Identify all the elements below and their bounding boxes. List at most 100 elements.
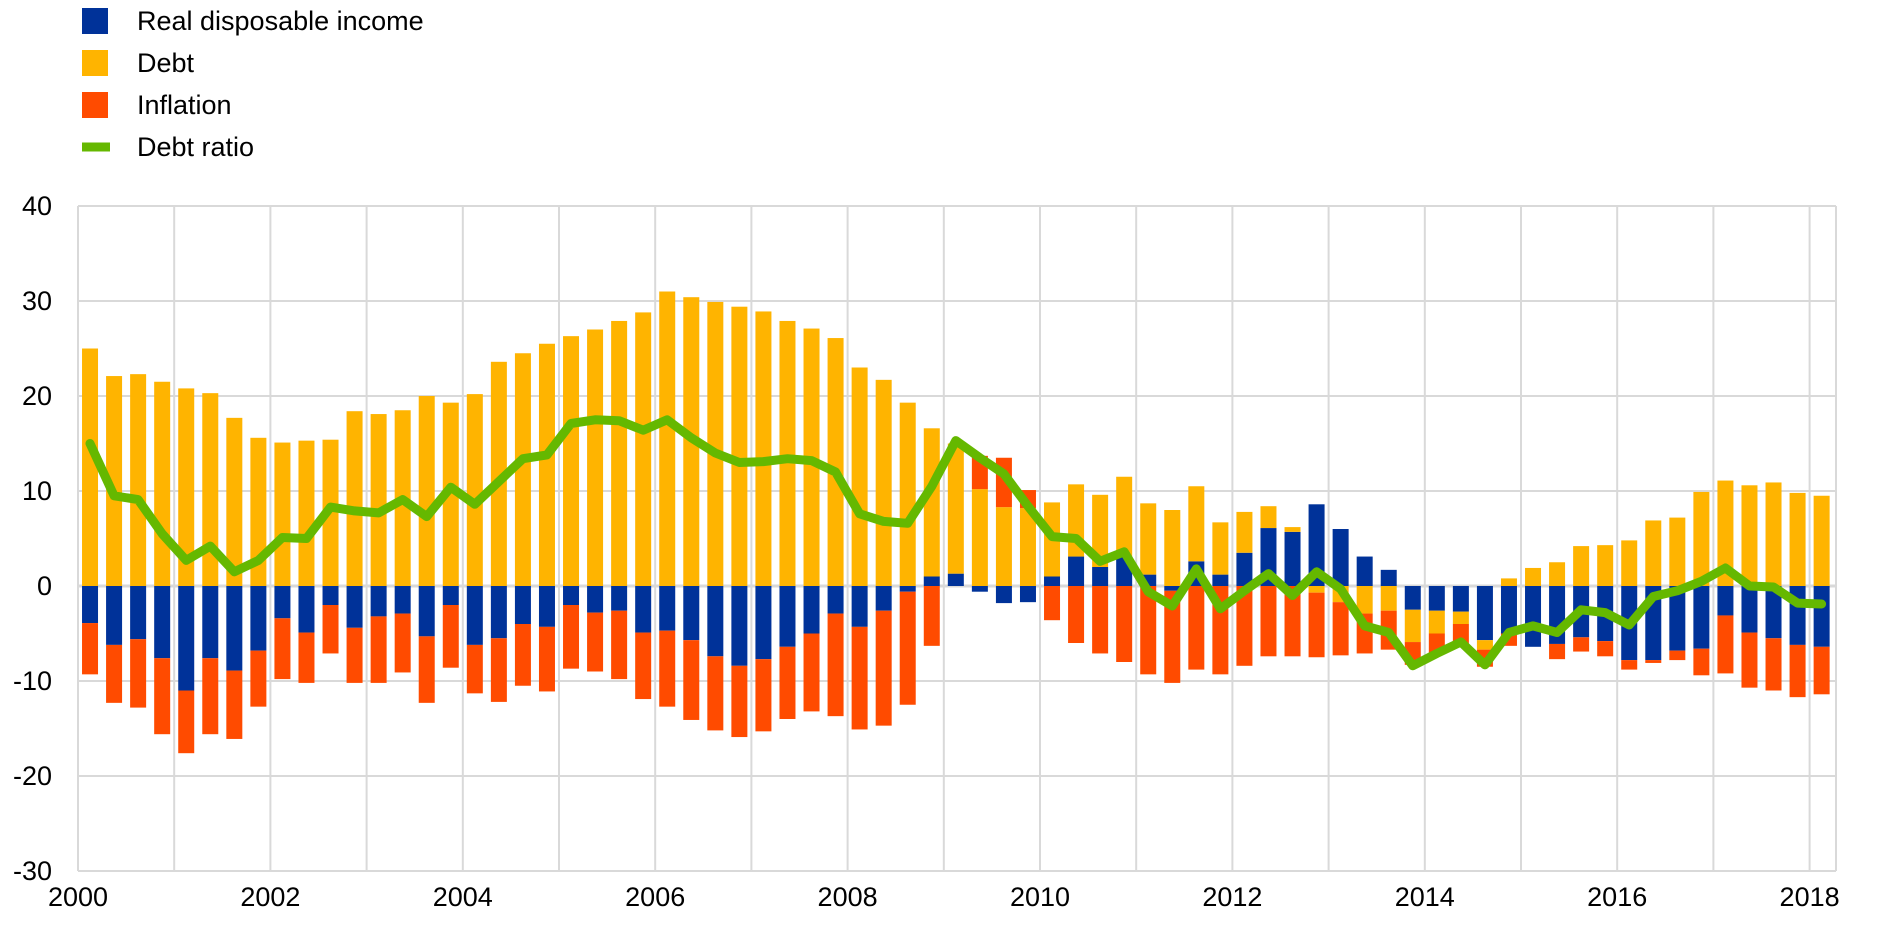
bar-real-disposable-income xyxy=(442,586,459,605)
legend-label: Debt ratio xyxy=(137,132,254,162)
bar-real-disposable-income xyxy=(1693,586,1710,649)
bar-debt xyxy=(1525,567,1542,586)
bar-inflation xyxy=(442,605,459,668)
bar-debt xyxy=(1164,510,1181,586)
bar-real-disposable-income xyxy=(1356,556,1373,586)
bar-real-disposable-income xyxy=(779,586,796,647)
bar-real-disposable-income xyxy=(827,586,844,614)
bar-debt xyxy=(226,417,243,586)
bar-inflation xyxy=(1765,638,1782,691)
bar-real-disposable-income xyxy=(635,586,652,633)
bar-debt xyxy=(250,437,267,586)
bar-debt xyxy=(731,306,748,586)
bar-inflation xyxy=(851,626,868,730)
bar-debt xyxy=(1019,508,1036,586)
bar-real-disposable-income xyxy=(1212,574,1229,586)
legend-label: Real disposable income xyxy=(137,6,424,36)
x-tick-label: 2012 xyxy=(1202,882,1262,912)
bar-inflation xyxy=(250,650,267,707)
bar-real-disposable-income xyxy=(346,586,363,628)
bar-inflation xyxy=(1140,586,1157,675)
bar-inflation xyxy=(514,624,531,686)
bar-debt xyxy=(635,312,652,586)
bar-debt xyxy=(611,320,628,586)
x-tick-label: 2010 xyxy=(1010,882,1070,912)
x-tick-label: 2006 xyxy=(625,882,685,912)
debt-ratio-line xyxy=(85,415,1827,671)
y-tick-label: 20 xyxy=(22,381,52,411)
bar-debt xyxy=(659,291,676,586)
bar-real-disposable-income xyxy=(1452,586,1469,612)
bar-inflation xyxy=(1693,648,1710,676)
bar-inflation xyxy=(1597,641,1614,657)
bar-inflation xyxy=(1260,586,1277,657)
bar-debt xyxy=(1500,578,1517,586)
bar-inflation xyxy=(418,636,435,703)
bar-inflation xyxy=(827,613,844,717)
bar-inflation xyxy=(923,586,940,646)
bar-debt xyxy=(1549,562,1566,586)
bar-debt xyxy=(82,348,99,586)
bar-real-disposable-income xyxy=(394,586,411,614)
bar-debt xyxy=(851,367,868,586)
bar-real-disposable-income xyxy=(274,586,291,619)
bar-real-disposable-income xyxy=(1428,586,1445,611)
bar-inflation xyxy=(1621,660,1638,670)
x-tick-label: 2008 xyxy=(818,882,878,912)
legend-swatch xyxy=(82,50,108,76)
bar-real-disposable-income xyxy=(875,586,892,611)
bar-real-disposable-income xyxy=(995,586,1012,604)
bar-real-disposable-income xyxy=(803,586,820,634)
bar-inflation xyxy=(1549,643,1566,660)
bar-debt xyxy=(538,343,555,586)
bar-real-disposable-income xyxy=(1308,504,1325,586)
bar-real-disposable-income xyxy=(707,586,724,657)
bar-debt xyxy=(346,411,363,586)
bar-real-disposable-income xyxy=(1525,586,1542,647)
bar-inflation xyxy=(1741,632,1758,688)
bar-debt xyxy=(755,311,772,586)
bar-debt xyxy=(178,388,195,586)
bar-debt xyxy=(1428,610,1445,634)
bar-debt xyxy=(130,374,147,586)
bar-real-disposable-income xyxy=(899,586,916,592)
bar-debt xyxy=(1669,517,1686,586)
bar-real-disposable-income xyxy=(755,586,772,660)
bar-debt xyxy=(1284,527,1301,532)
bar-inflation xyxy=(707,656,724,731)
bar-debt xyxy=(947,443,964,574)
bar-real-disposable-income xyxy=(923,576,940,586)
bar-real-disposable-income xyxy=(1813,586,1830,647)
bar-real-disposable-income xyxy=(250,586,267,651)
bar-debt xyxy=(1308,586,1325,593)
bar-inflation xyxy=(635,632,652,700)
legend-label: Inflation xyxy=(137,90,232,120)
bar-real-disposable-income xyxy=(971,586,988,592)
bar-inflation xyxy=(1188,586,1205,670)
bar-debt xyxy=(827,338,844,586)
bar-real-disposable-income xyxy=(1236,552,1253,586)
bar-inflation xyxy=(755,659,772,732)
bar-debt xyxy=(899,402,916,586)
bar-inflation xyxy=(538,626,555,692)
bar-debt xyxy=(1476,640,1493,650)
bar-inflation xyxy=(106,644,123,703)
bar-debt xyxy=(1188,486,1205,562)
bar-real-disposable-income xyxy=(563,586,580,605)
bar-inflation xyxy=(1308,592,1325,658)
bar-debt xyxy=(1116,476,1133,557)
bar-debt xyxy=(1260,506,1277,529)
y-tick-label: 0 xyxy=(37,571,52,601)
bar-inflation xyxy=(563,605,580,669)
bar-debt xyxy=(1789,492,1806,586)
bar-real-disposable-income xyxy=(1669,586,1686,651)
bar-debt xyxy=(1573,546,1590,586)
bar-real-disposable-income xyxy=(514,586,531,624)
bar-inflation xyxy=(1813,646,1830,695)
bar-debt xyxy=(1645,520,1662,586)
bar-real-disposable-income xyxy=(490,586,507,639)
bar-real-disposable-income xyxy=(538,586,555,627)
bar-inflation xyxy=(1092,586,1109,654)
bar-debt xyxy=(875,379,892,586)
